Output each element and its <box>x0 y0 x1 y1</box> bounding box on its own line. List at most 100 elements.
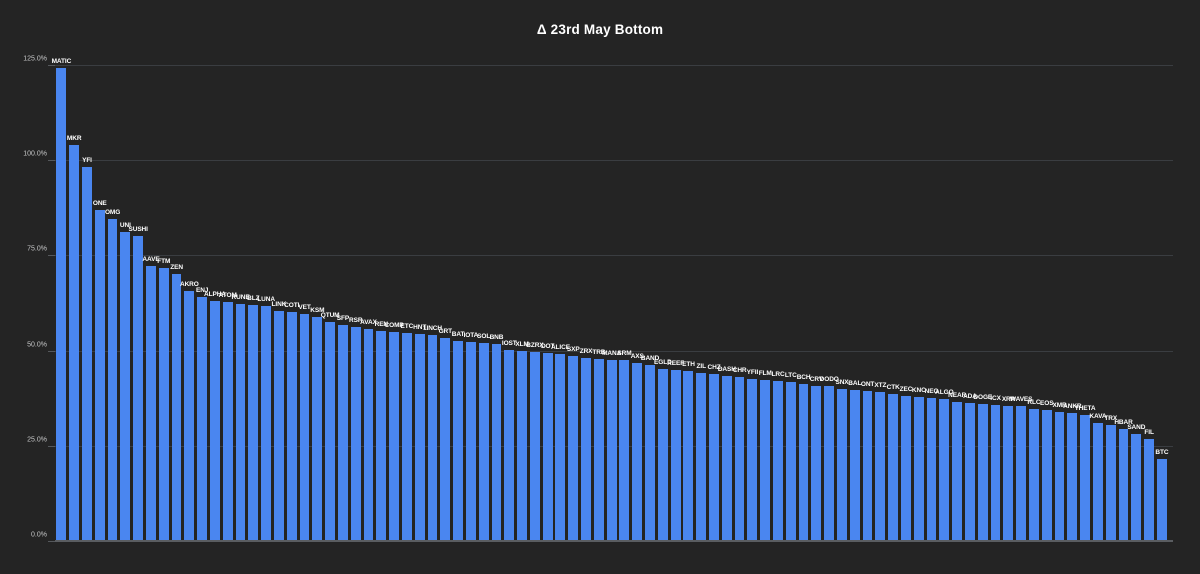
bar-sol <box>478 343 489 542</box>
bar-label-iost: IOST <box>501 340 517 348</box>
bar-label-avax: AVAX <box>360 319 377 327</box>
bar-slot-rlc: RLC <box>1027 66 1041 542</box>
bar-slot-luna: LUNA <box>257 66 275 542</box>
bar-label-aave: AAVE <box>142 255 160 263</box>
bar-label-theta: THETA <box>1074 405 1096 413</box>
bar-xrp <box>1003 405 1014 542</box>
chart-title: Δ 23rd May Bottom <box>536 22 664 37</box>
bar-ankr <box>1067 413 1078 542</box>
bar-rsr <box>350 326 361 542</box>
y-axis-tick <box>48 445 55 447</box>
bar-slot-iota: IOTA <box>463 66 479 542</box>
bar-slot-one: ONE <box>93 66 107 542</box>
bar-slot-zil: ZIL <box>695 66 708 542</box>
bar-label-waves: WAVES <box>1009 396 1033 404</box>
bar-label-iota: IOTA <box>463 332 479 340</box>
bar-label-zrx: ZRX <box>579 348 593 356</box>
bar-axs <box>632 363 643 542</box>
bar-slot-bat: BAT <box>452 66 465 542</box>
bar-slot-avax: AVAX <box>360 66 377 542</box>
bar-slot-atom: ATOM <box>219 66 237 542</box>
bar-label-trx: TRX <box>1104 415 1118 423</box>
bar-slot-bnb: BNB <box>490 66 503 542</box>
bar-label-near: NEAR <box>948 391 967 399</box>
bar-eth <box>683 370 694 542</box>
bar-slot-bch: BCH <box>797 66 811 542</box>
bar-knc <box>913 396 924 542</box>
bar-avax <box>363 329 374 542</box>
bar-xmr <box>1054 411 1065 542</box>
bar-reef <box>670 369 681 542</box>
bar-waves <box>1016 406 1027 542</box>
bar-slot-enj: ENJ <box>196 66 209 542</box>
bar-iota <box>465 342 476 542</box>
bar-sfp <box>337 324 348 542</box>
bar-label-eos: EOS <box>1040 400 1054 408</box>
bar-label-snx: SNX <box>835 378 849 386</box>
bar-slot-waves: WAVES <box>1010 66 1033 542</box>
bar-label-xrp: XRP <box>1001 395 1015 403</box>
bar-doge <box>977 403 988 542</box>
bar-zec <box>901 395 911 542</box>
bar-slot-ankr: ANKR <box>1063 66 1082 542</box>
bar-slot-blz: BLZ <box>247 66 260 542</box>
bar-sand <box>1131 433 1142 542</box>
bar-sxp <box>568 355 579 542</box>
y-axis-tick <box>48 255 55 257</box>
bar-matic <box>56 67 67 542</box>
bar-kava <box>1092 422 1103 542</box>
bar-yfii <box>747 379 758 542</box>
bar-label-doge: DOGE <box>973 393 993 401</box>
bar-label-rsr: RSR <box>349 316 363 324</box>
bar-slot-ctk: CTK <box>887 66 900 542</box>
bar-slot-eos: EOS <box>1040 66 1054 542</box>
bar-slot-eth: ETH <box>682 66 695 542</box>
bar-algo <box>939 398 950 542</box>
y-axis-tick-label: 125.0% <box>23 55 47 63</box>
bar-slot-coti: COTI <box>284 66 300 542</box>
bar-slot-bal: BAL <box>848 66 861 542</box>
bar-slot-srm: SRM <box>617 66 632 542</box>
bar-label-vet: VET <box>298 303 311 311</box>
bar-vet <box>299 313 310 542</box>
bar-neo <box>926 398 937 542</box>
bar-slot-ltc: LTC <box>784 66 797 542</box>
bar-label-sol: SOL <box>477 333 491 341</box>
gridline <box>55 160 1173 162</box>
bar-slot-hbar: HBAR <box>1114 66 1133 542</box>
bar-rlc <box>1028 408 1039 542</box>
bar-crv <box>811 385 822 542</box>
bar-slot-qtum: QTUM <box>321 66 340 542</box>
bar-label-1inch: 1INCH <box>422 325 443 333</box>
gridline <box>55 350 1173 352</box>
bar-aave <box>145 265 156 542</box>
bar-label-alice: ALICE <box>550 343 570 351</box>
bar-label-sfp: SFP <box>336 314 350 322</box>
bar-slot-dash: DASH <box>718 66 736 542</box>
bar-slot-alpha: ALPHA <box>204 66 226 542</box>
bar-rune <box>235 303 246 542</box>
bar-slot-ren: REN <box>375 66 388 542</box>
bar-label-hnt: HNT <box>413 324 427 332</box>
bar-slot-rune: RUNE <box>232 66 250 542</box>
bar-slot-xmr: XMR <box>1052 66 1067 542</box>
bar-slot-icx: ICX <box>989 66 1002 542</box>
bar-label-egld: EGLD <box>654 358 672 366</box>
bar-label-blz: BLZ <box>247 294 260 302</box>
bar-yfi <box>82 166 92 542</box>
bar-atom <box>222 302 233 542</box>
bar-label-xmr: XMR <box>1052 401 1067 409</box>
bar-label-etc: ETC <box>400 322 414 330</box>
bar-slot-grt: GRT <box>439 66 452 542</box>
bar-label-ren: REN <box>374 321 389 329</box>
bar-omg <box>107 219 118 542</box>
bar-label-ont: ONT <box>860 380 875 388</box>
bar-label-sushi: SUSHI <box>128 225 148 233</box>
bar-label-ada: ADA <box>963 393 977 401</box>
bar-ctk <box>888 393 899 542</box>
bar-flm <box>760 380 771 542</box>
bar-label-coti: COTI <box>284 302 300 310</box>
bar-slot-matic: MATIC <box>52 58 71 542</box>
bar-link <box>273 310 284 542</box>
bar-slot-alice: ALICE <box>550 66 570 542</box>
